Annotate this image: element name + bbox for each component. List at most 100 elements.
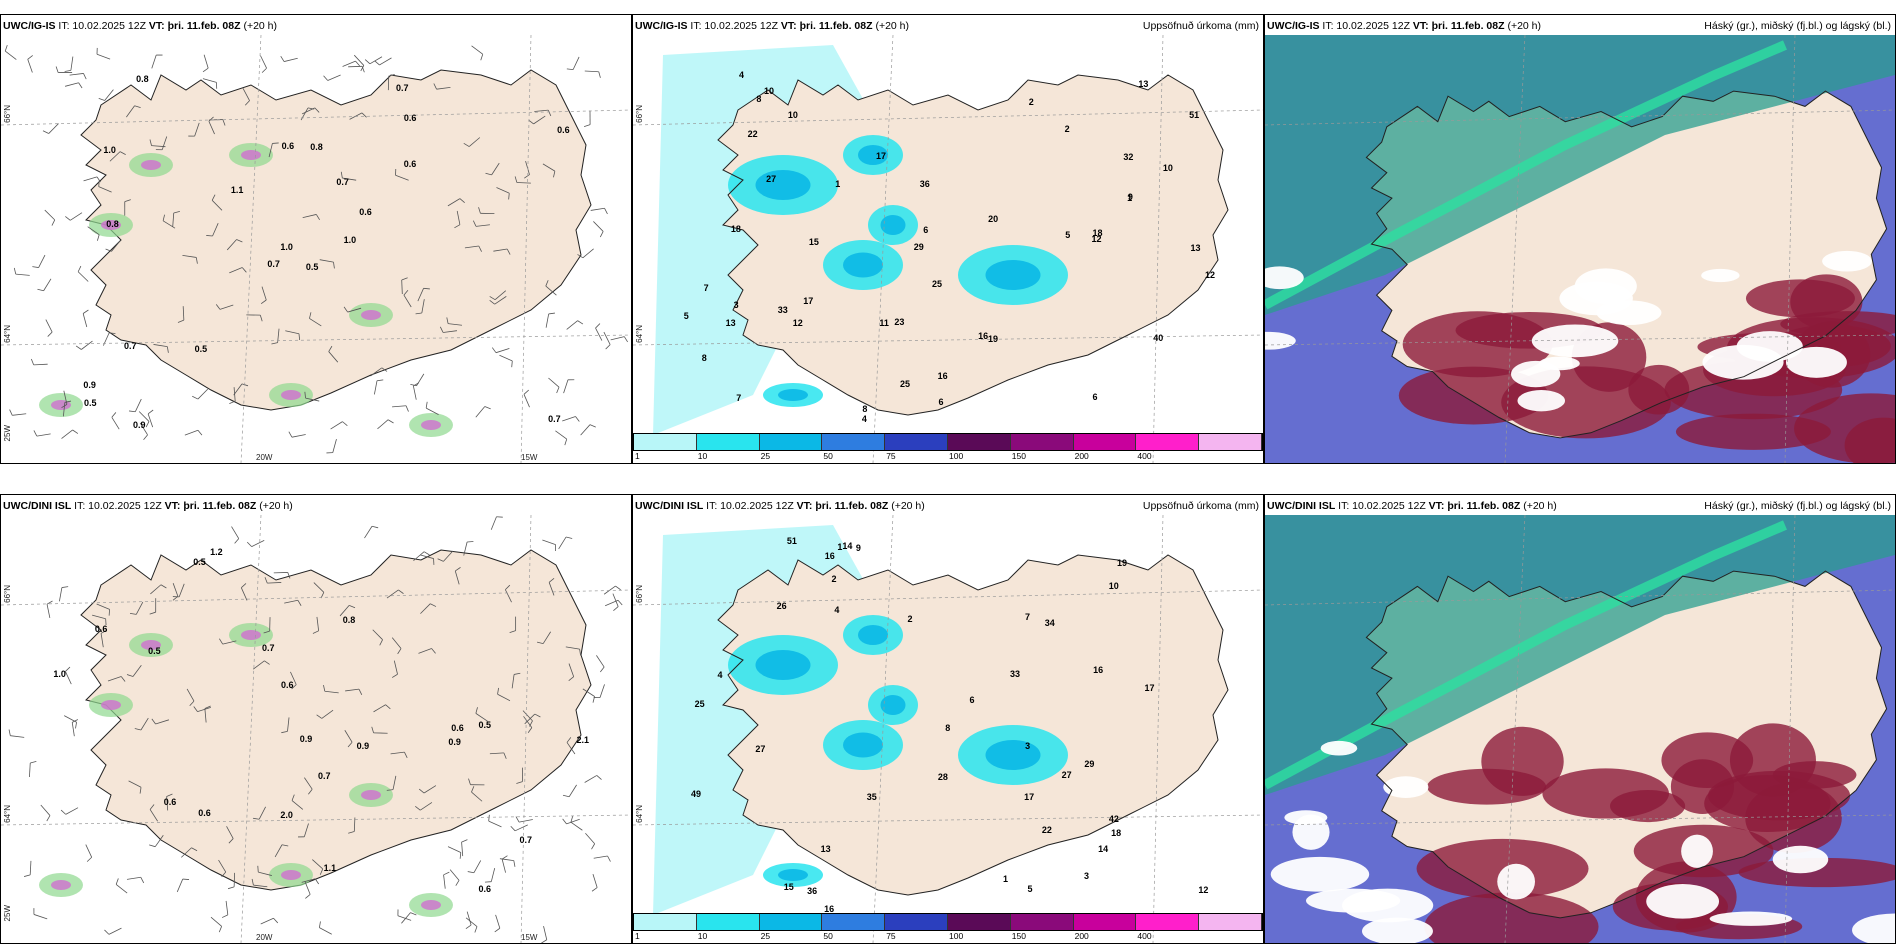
precip-value-label: 0.9 [356,740,370,751]
accumulated-precip-label: 6 [938,396,944,407]
accumulated-precip-label: 5 [1027,883,1033,894]
colorbar-segment [885,914,948,930]
accumulated-precip-label: 32 [1123,151,1134,162]
colorbar-tick-label: 75 [886,451,896,461]
precip-value-label: 0.8 [342,615,356,626]
colorbar-tick-label: 100 [949,451,964,461]
cloud-map-panel-top: UWC/IG-IS IT: 10.02.2025 12Z VT: þri. 11… [1264,14,1896,464]
lon-label-25w: 25W [3,425,12,442]
precip-map-panel-top: UWC/IG-IS IT: 10.02.2025 12Z VT: þri. 11… [632,14,1264,464]
colorbar-segment [1199,914,1262,930]
accumulated-precip-label: 18 [1092,228,1103,239]
precip-value-label: 0.7 [396,83,409,94]
accumulated-precip-label: 10 [787,110,798,121]
init-time: IT: 10.02.2025 12Z [687,20,781,32]
precip-value-label: 2.1 [576,734,590,745]
accumulated-precip-label: 23 [894,317,905,328]
accumulated-precip-label: 17 [1024,792,1035,803]
precip-value-label: 0.5 [193,556,206,567]
accumulated-precip-label: 28 [937,771,948,782]
precip-value-label: 1.1 [323,862,337,873]
accumulated-precip-label: 8 [945,723,951,734]
accumulated-precip-label: 25 [932,278,943,289]
accumulated-precip-label: 16 [824,903,835,914]
precip-value-label: 0.6 [163,797,177,808]
accumulated-precip-label: 22 [1041,825,1052,836]
lat-label-64n: 64°N [635,805,644,823]
accumulated-precip-label: 14 [842,541,853,552]
accumulated-precip-label: 6 [923,224,929,235]
accumulated-precip-label: 14 [1098,843,1109,854]
accumulated-precip-label: 2 [831,573,837,584]
colorbar-segment [947,434,1011,450]
lead-time: (+20 h) [872,20,910,32]
accumulated-precip-label: 9 [1127,192,1133,203]
accumulated-precip-label: 16 [1093,665,1104,676]
panel-title: UWC/IG-IS IT: 10.02.2025 12Z VT: þri. 11… [1267,20,1541,32]
precip-value-label: 0.8 [106,219,119,230]
panel-title: UWC/DINI ISL IT: 10.02.2025 12Z VT: þri.… [1267,500,1557,512]
accumulated-precip-label: 7 [1024,612,1030,623]
valid-time: VT: þri. 11.feb. 08Z [1412,20,1505,32]
colorbar-segment [822,914,886,930]
accumulated-precip-label: 3 [1025,741,1031,752]
accumulated-precip-label: 8 [701,352,707,363]
accumulated-precip-label: 3 [733,300,739,311]
precip-value-label: 0.7 [261,643,275,654]
lat-label-66n: 66°N [3,585,12,603]
colorbar-segment [1073,434,1137,450]
init-time: IT: 10.02.2025 12Z [703,500,797,512]
accumulated-precip-label: 13 [725,318,736,329]
accumulated-precip-label: 27 [755,744,766,755]
precip-value-label: 0.6 [557,124,570,135]
accumulated-precip-label: 8 [862,404,868,415]
precip-value-label: 0.6 [280,679,294,690]
precip-value-label: 2.0 [280,809,293,820]
wind-barb-map [1,34,631,463]
colorbar-tick-label: 10 [697,451,708,461]
accumulated-precip-label: 17 [1144,682,1155,693]
colorbar-segment [1136,914,1200,930]
valid-time: VT: þri. 11.feb. 08Z [164,500,257,512]
accumulated-precip-label: 5 [1065,230,1071,241]
model-name: UWC/DINI ISL [635,500,704,512]
precip-value-label: 0.6 [403,158,417,169]
colorbar-tick-label: 10 [697,931,708,941]
colorbar-tick-label: 50 [823,931,833,941]
accumulated-precip-label: 36 [919,178,930,189]
precip-value-label: 1.1 [230,184,244,195]
accumulated-precip-label: 33 [1010,669,1021,680]
accumulated-precip-label: 15 [783,881,794,892]
precip-value-label: 0.5 [478,720,492,731]
panel-title: UWC/IG-IS IT: 10.02.2025 12Z VT: þri. 11… [635,20,909,32]
precip-value-label: 0.6 [478,883,492,894]
accumulated-precip-label: 16 [978,331,989,342]
accumulated-precip-label: 4 [717,669,723,680]
high-cloud-area [1265,515,1895,795]
init-time: IT: 10.02.2025 12Z [1319,20,1413,32]
accumulated-precip-label: 13 [820,844,831,855]
accumulated-precip-label: 13 [1138,78,1149,89]
colorbar-ticks: 1 10 25 50 75 100 150 200 400 [633,931,1261,941]
accumulated-precip-label: 19 [1116,558,1127,569]
precip-value-label: 0.5 [305,262,319,273]
accumulated-precip-label: 22 [747,128,758,139]
model-name: UWC/IG-IS [3,20,56,32]
colorbar-segment [696,434,760,450]
lat-label-66n: 66°N [635,105,644,123]
accumulated-precip-label: 40 [1153,332,1164,343]
lon-label-20w: 20W [256,933,273,942]
colorbar-segment [634,914,697,930]
precip-value-label: 0.8 [310,141,323,152]
field-description: Háský (gr.), miðský (fj.bl.) og lágský (… [1704,20,1891,32]
accumulated-precip-label: 51 [1189,110,1200,121]
colorbar-segment [634,434,697,450]
accumulated-precip-label: 1 [1127,193,1133,204]
iceland-landmass [81,70,591,410]
cloud-cover-map [1265,34,1895,463]
lead-time: (+20 h) [1504,20,1542,32]
wind-barb-map [1,514,631,943]
accumulated-precip-label: 33 [777,304,788,315]
precip-value-label: 0.7 [123,340,137,351]
lead-time: (+20 h) [256,500,293,512]
